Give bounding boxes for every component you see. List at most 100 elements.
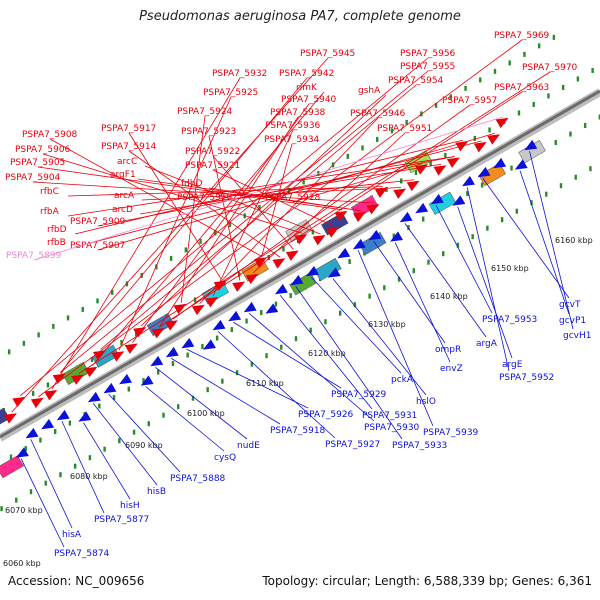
reverse-leader-line [92, 403, 158, 486]
reverse-gene-label: argE [502, 360, 523, 370]
tick-mark [162, 412, 165, 418]
tick-mark [235, 370, 239, 376]
tick-mark [287, 187, 291, 193]
forward-gene-arrow [165, 320, 178, 331]
forward-gene-labels: PSPA7_5945 PSPA7_5956 PSPA7_5969 PSPA7_5932… [5, 31, 578, 413]
forward-gene-label: PSPA7_5932 [212, 69, 267, 79]
feature-block-rect [0, 407, 10, 431]
reverse-gene-label: hisA [62, 530, 82, 540]
tick-mark [456, 242, 460, 248]
scale-label: 6060 kbp [3, 559, 41, 568]
reverse-gene-arrow [181, 337, 195, 349]
forward-leader-line [212, 129, 294, 297]
forward-leader-line [132, 103, 310, 343]
tick-mark [52, 323, 55, 329]
scale-label: 6160 kbp [555, 236, 593, 245]
reverse-leader-line [311, 276, 402, 374]
forward-gene-arrow [446, 157, 460, 168]
reverse-gene-arrow [56, 409, 70, 421]
tick-mark [282, 246, 285, 252]
accession-label: Accession: NC_009656 [8, 574, 145, 588]
tick-mark [407, 225, 410, 231]
forward-gene-label: PSPA7_5899 [6, 251, 62, 261]
tick-mark [412, 268, 415, 274]
forward-leader-line [91, 91, 325, 367]
tick-mark [561, 84, 565, 90]
reverse-leader-line [83, 422, 131, 500]
scale-label: 6070 kbp [5, 506, 43, 515]
forward-leader-line [140, 94, 387, 327]
tick-mark [500, 217, 504, 223]
forward-gene-label: PSPA7_5905 [10, 158, 65, 168]
reverse-gene-arrow [415, 202, 429, 214]
forward-leader-line [97, 132, 496, 251]
forward-leader-line [74, 139, 464, 235]
tick-mark [449, 94, 453, 100]
tick-mark [311, 229, 315, 235]
tick-mark [31, 390, 35, 396]
forward-gene-label: PSPA7_5936 [265, 121, 321, 131]
tick-mark [112, 395, 116, 401]
forward-gene-arrow [205, 296, 219, 308]
forward-gene-label: rimK [296, 83, 318, 93]
tick-mark [294, 336, 298, 342]
tick-mark [215, 335, 219, 341]
tick-mark [280, 344, 283, 350]
forward-gene-label: PSPA7_5907 [70, 241, 125, 251]
reverse-leader-line [435, 205, 493, 314]
forward-gene-arrow [312, 234, 326, 246]
tick-mark [547, 93, 550, 99]
tick-mark [250, 361, 254, 367]
forward-gene-label: PSPA7_5925 [203, 88, 258, 98]
reverse-gene-label: gcvP1 [559, 316, 586, 326]
forward-gene-label: PSPA7_5924 [177, 107, 233, 117]
tick-mark [569, 131, 572, 137]
reverse-leader-line [482, 178, 570, 299]
forward-gene-label: PSPA7_5904 [5, 173, 61, 183]
reverse-gene-arrow [399, 211, 413, 223]
forward-gene-arrow [12, 396, 26, 408]
tick-mark [68, 420, 72, 426]
tick-mark [206, 387, 209, 393]
reverse-gene-arrow [119, 373, 132, 385]
forward-gene-label: PSPA7_5940 [281, 95, 337, 105]
reverse-gene-arrow [15, 447, 29, 458]
forward-leader-line [253, 132, 406, 274]
forward-gene-label: arcD [112, 205, 133, 215]
tick-mark [309, 327, 312, 333]
reverse-gene-arrow [212, 319, 226, 331]
reverse-gene-arrow [243, 301, 257, 313]
forward-leader-line [33, 116, 504, 261]
tick-mark [466, 191, 469, 197]
reverse-gene-labels: PSPA7_5874 hisA PSPA7_5877 hisH hisB PSPA7_58… [20, 151, 591, 559]
reverse-gene-arrow [477, 166, 491, 178]
backbone [0, 88, 600, 442]
forward-gene-arrow [71, 374, 84, 385]
reverse-gene-arrow [327, 267, 341, 278]
reverse-gene-arrow [203, 339, 216, 350]
tick-mark [238, 271, 241, 277]
tick-mark [22, 340, 26, 346]
tick-mark [120, 339, 123, 345]
tick-mark [532, 101, 535, 107]
forward-gene-arrow [415, 164, 428, 175]
tick-mark [405, 119, 408, 125]
forward-gene-arrow [433, 165, 447, 176]
tick-mark [338, 310, 342, 316]
forward-gene-arrow [111, 351, 125, 362]
forward-gene-label: PSPA7_5963 [494, 83, 549, 93]
tick-mark [191, 395, 195, 401]
reverse-gene-arrow [78, 411, 92, 422]
tick-mark [383, 285, 386, 291]
tick-mark [480, 182, 484, 188]
tick-mark [186, 352, 189, 358]
forward-gene-label: PSPA7_5938 [270, 108, 326, 118]
forward-leader-line [212, 155, 294, 250]
reverse-leader-line [357, 250, 434, 427]
tick-mark [545, 191, 548, 197]
scale-label: 6150 kbp [491, 264, 529, 273]
tick-mark [464, 85, 467, 91]
tick-mark [429, 161, 432, 167]
feature-block-rect [314, 257, 342, 282]
scale-label: 6080 kbp [70, 472, 108, 481]
